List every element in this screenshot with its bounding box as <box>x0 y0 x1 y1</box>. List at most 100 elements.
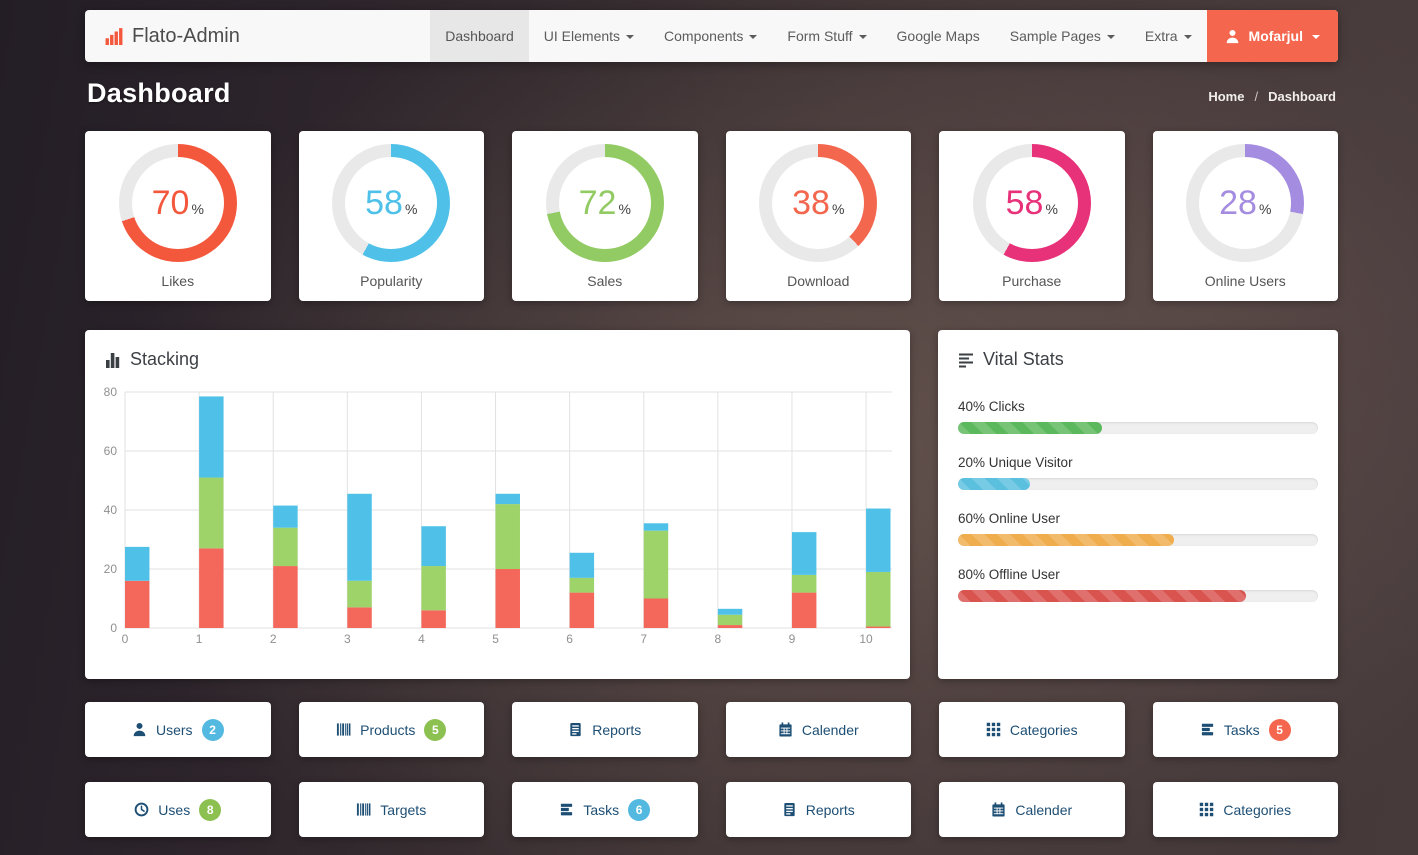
shortcut-reports-button[interactable]: Reports <box>725 782 911 837</box>
dashboard-page: Flato-Admin Dashboard UI Elements Componen… <box>85 10 1338 837</box>
page-title: Dashboard <box>87 78 231 108</box>
nav-item-dashboard[interactable]: Dashboard <box>430 10 529 62</box>
vital-stat-item: 20% Unique Visitor <box>958 455 1318 490</box>
count-badge: 5 <box>424 718 447 741</box>
user-icon <box>132 722 147 737</box>
donut-unit: % <box>1045 200 1058 217</box>
panel-header: Vital Stats <box>938 330 1338 374</box>
navbar: Flato-Admin Dashboard UI Elements Componen… <box>85 10 1338 62</box>
shortcut-categories-button[interactable]: Categories <box>1152 782 1338 837</box>
stat-card-label: Popularity <box>360 273 423 289</box>
nav-item-ui-elements[interactable]: UI Elements <box>529 10 649 62</box>
panel-header: Stacking <box>85 330 910 374</box>
donut-ring: 38% <box>759 144 878 262</box>
donut-value: 72 <box>578 183 617 222</box>
count-badge: 5 <box>1268 718 1291 741</box>
shortcut-label: Categories <box>1223 801 1292 818</box>
vital-stat-label: 40% Clicks <box>958 399 1025 414</box>
nav-item-google-maps[interactable]: Google Maps <box>882 10 995 62</box>
report-icon <box>782 802 797 817</box>
shortcut-label: Tasks <box>1223 721 1260 738</box>
shortcut-uses-button[interactable]: Uses 8 <box>85 782 271 837</box>
count-badge: 6 <box>628 798 651 821</box>
progress-track <box>958 590 1318 602</box>
clock-icon <box>134 802 149 817</box>
svg-text:8: 8 <box>715 632 722 646</box>
nav-item-form-stuff[interactable]: Form Stuff <box>772 10 881 62</box>
shortcut-label: Categories <box>1009 721 1078 738</box>
svg-text:80: 80 <box>104 385 118 399</box>
breadcrumb-home[interactable]: Home <box>1208 89 1245 104</box>
progress-track <box>958 534 1318 546</box>
chevron-down-icon <box>1106 35 1115 39</box>
shortcut-label: Products <box>360 721 416 738</box>
main-nav: Dashboard UI Elements Components Form Stuff… <box>430 10 1206 62</box>
stat-card-sales: 72% Sales <box>512 131 698 301</box>
vital-stats-list: 40% Clicks 20% Unique Visitor 60% Online U… <box>938 374 1338 602</box>
svg-text:9: 9 <box>789 632 796 646</box>
vital-stat-label: 60% Online User <box>958 511 1061 526</box>
svg-text:40: 40 <box>104 503 118 517</box>
svg-text:60: 60 <box>104 444 118 458</box>
user-menu-button[interactable]: Mofarjul <box>1206 10 1338 62</box>
shortcut-reports-button[interactable]: Reports <box>512 702 698 757</box>
svg-text:6: 6 <box>566 632 573 646</box>
nav-item-label: Google Maps <box>896 28 980 44</box>
stat-card-likes: 70% Likes <box>85 131 271 301</box>
donut-value: 70 <box>151 183 190 222</box>
svg-text:2: 2 <box>270 632 277 646</box>
page-head: Dashboard Home / Dashboard <box>87 78 1336 109</box>
shortcut-categories-button[interactable]: Categories <box>939 702 1125 757</box>
progress-fill <box>958 422 1102 434</box>
shortcut-label: Uses <box>158 801 191 818</box>
progress-track <box>958 422 1318 434</box>
svg-text:5: 5 <box>492 632 499 646</box>
tasks-icon <box>559 802 574 817</box>
nav-item-label: Extra <box>1144 28 1178 44</box>
progress-fill <box>958 478 1030 490</box>
nav-item-label: UI Elements <box>543 28 621 44</box>
barcode-icon <box>356 802 371 817</box>
chevron-down-icon <box>1183 35 1192 39</box>
vital-stat-item: 80% Offline User <box>958 567 1318 602</box>
chevron-down-icon <box>626 35 635 39</box>
report-icon <box>568 722 583 737</box>
breadcrumb-separator: / <box>1254 89 1259 104</box>
grid-icon <box>986 722 1001 737</box>
shortcut-products-button[interactable]: Products 5 <box>298 702 484 757</box>
nav-item-components[interactable]: Components <box>649 10 772 62</box>
vital-stat-item: 40% Clicks <box>958 399 1318 434</box>
chevron-down-icon <box>858 35 867 39</box>
shortcut-tasks-button[interactable]: Tasks 6 <box>512 782 698 837</box>
stat-card-online-users: 28% Online Users <box>1152 131 1338 301</box>
breadcrumb-current: Dashboard <box>1268 89 1336 104</box>
shortcut-calender-button[interactable]: Calender <box>725 702 911 757</box>
bar-chart-icon <box>105 27 123 45</box>
chevron-down-icon <box>1312 35 1320 39</box>
nav-item-sample-pages[interactable]: Sample Pages <box>995 10 1130 62</box>
barcode-icon <box>336 722 351 737</box>
donut-value: 58 <box>365 183 403 222</box>
shortcut-targets-button[interactable]: Targets <box>298 782 484 837</box>
vital-stats-panel: Vital Stats 40% Clicks 20% Unique Visitor… <box>938 330 1338 679</box>
bar-chart-icon <box>105 352 121 368</box>
nav-item-extra[interactable]: Extra <box>1130 10 1207 62</box>
shortcut-label: Reports <box>592 721 642 738</box>
shortcut-users-button[interactable]: Users 2 <box>85 702 271 757</box>
shortcut-label: Calender <box>1015 801 1073 818</box>
progress-fill <box>958 534 1174 546</box>
nav-item-label: Sample Pages <box>1009 28 1101 44</box>
svg-text:20: 20 <box>104 562 118 576</box>
count-badge: 8 <box>199 798 222 821</box>
svg-text:0: 0 <box>122 632 129 646</box>
shortcut-tasks-button[interactable]: Tasks 5 <box>1152 702 1338 757</box>
vital-stat-item: 60% Online User <box>958 511 1318 546</box>
shortcut-label: Users <box>155 721 193 738</box>
calendar-icon <box>778 722 793 737</box>
tasks-icon <box>1200 722 1215 737</box>
stat-card-label: Online Users <box>1204 273 1286 289</box>
lines-icon <box>958 352 974 368</box>
shortcut-calender-button[interactable]: Calender <box>939 782 1125 837</box>
brand[interactable]: Flato-Admin <box>85 10 430 62</box>
donut-ring: 58% <box>972 144 1091 262</box>
